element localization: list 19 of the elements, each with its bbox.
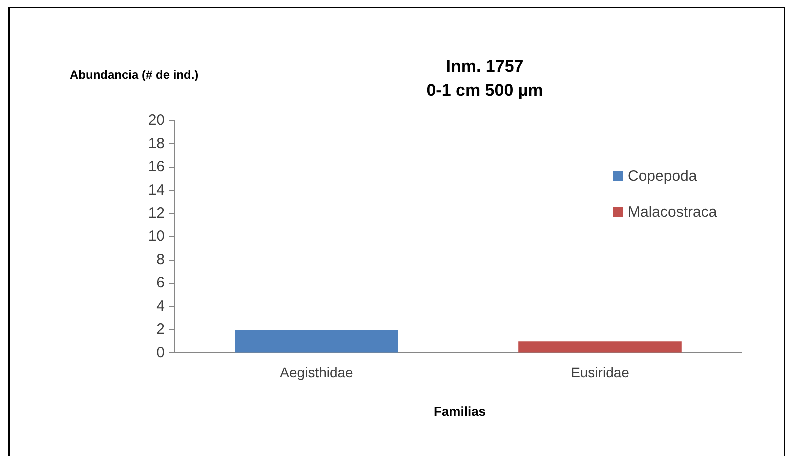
y-axis-title: Abundancia (# de ind.)	[70, 68, 199, 82]
legend-label: Malacostraca	[628, 204, 718, 220]
chart-subtitle: 0-1 cm 500 µm	[426, 80, 544, 102]
legend-label: Copepoda	[628, 168, 698, 184]
y-tick-label: 20	[148, 112, 165, 130]
chart-title: Inm. 1757	[445, 56, 525, 78]
y-tick-label: 16	[148, 158, 165, 176]
y-tick-label: 14	[148, 182, 165, 199]
x-tick-label: Aegisthidae	[280, 364, 354, 380]
y-tick-label: 2	[156, 321, 165, 338]
y-tick-label: 8	[156, 251, 165, 268]
y-tick-label: 12	[148, 205, 165, 222]
x-axis-title: Familias	[434, 404, 486, 419]
y-tick-label: 4	[156, 298, 165, 315]
y-tick-label: 6	[156, 274, 165, 292]
x-tick-label: Eusiridae	[571, 364, 630, 380]
y-tick-label: 0	[156, 344, 165, 362]
y-tick-label: 18	[148, 135, 165, 152]
y-tick-label: 10	[148, 228, 165, 246]
